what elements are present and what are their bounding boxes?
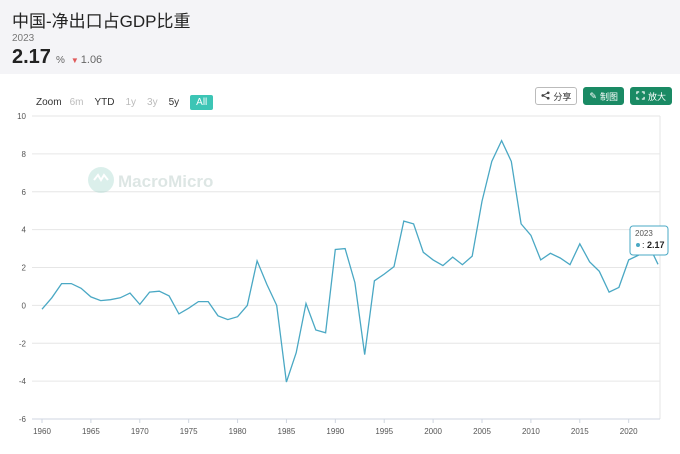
x-tick-label: 1970 <box>131 427 149 436</box>
x-tick-label: 2000 <box>424 427 442 436</box>
range-5y-button[interactable]: 5y <box>168 97 180 108</box>
x-tick-label: 2010 <box>522 427 540 436</box>
series-points <box>41 140 659 383</box>
y-tick-label: -2 <box>19 339 27 348</box>
watermark-text: MacroMicro <box>118 172 213 191</box>
y-tick-label: 6 <box>22 188 27 197</box>
y-tick-label: 10 <box>17 112 26 121</box>
range-ytd-button[interactable]: YTD <box>94 97 115 108</box>
range-6m-button[interactable]: 6m <box>69 97 84 108</box>
x-tick-label: 2015 <box>571 427 589 436</box>
zoom-bar: Zoom 6m YTD 1y 3y 5y All <box>36 95 214 110</box>
series-line <box>41 139 659 383</box>
x-tick-label: 1960 <box>33 427 51 436</box>
tooltip: 2023 : 2.17 <box>629 225 669 256</box>
zoom-label: Zoom <box>36 97 62 108</box>
y-axis: -6 -4 -2 0 2 4 6 8 10 <box>17 112 26 424</box>
page-title: 中国-净出口占GDP比重 <box>12 12 191 31</box>
x-tick-label: 2020 <box>620 427 638 436</box>
latest-value-row: 2.17 % ▼ 1.06 <box>12 46 102 69</box>
draw-chart-button[interactable]: ✎ 制图 <box>583 87 624 105</box>
enlarge-button[interactable]: 放大 <box>629 87 672 105</box>
share-icon <box>541 90 550 102</box>
share-label: 分享 <box>553 91 572 102</box>
tooltip-value: 2.17 <box>647 240 665 250</box>
range-1y-button[interactable]: 1y <box>125 97 137 108</box>
grid <box>32 115 661 420</box>
x-axis: 1960 1965 1970 1975 1980 1985 1990 1995 2000 2005… <box>32 418 660 436</box>
header: 中国-净出口占GDP比重 2023 2.17 % ▼ 1.06 <box>0 0 680 74</box>
draw-chart-label: 制图 <box>599 91 618 102</box>
y-tick-label: -6 <box>19 415 27 424</box>
latest-year: 2023 <box>12 33 35 44</box>
y-tick-label: 2 <box>22 264 27 273</box>
x-tick-label: 2005 <box>473 427 491 436</box>
down-arrow-icon: ▼ <box>70 56 79 65</box>
value-change: 1.06 <box>80 54 103 66</box>
x-tick-label: 1985 <box>278 427 296 436</box>
x-tick-label: 1990 <box>326 427 344 436</box>
latest-value: 2.17 <box>12 46 51 68</box>
tooltip-year: 2023 <box>635 229 653 238</box>
y-tick-label: -4 <box>19 377 27 386</box>
tooltip-marker <box>636 243 640 247</box>
watermark: MacroMicro <box>88 167 213 193</box>
chart-actions: 分享 ✎ 制图 放大 <box>529 87 672 105</box>
value-unit: % <box>55 55 65 66</box>
x-tick-label: 1980 <box>229 427 247 436</box>
x-tick-label: 1965 <box>82 427 100 436</box>
range-3y-button[interactable]: 3y <box>147 97 158 108</box>
range-all-button[interactable]: All <box>190 95 214 110</box>
expand-icon <box>636 90 645 102</box>
x-tick-label: 1995 <box>375 427 393 436</box>
x-tick-label: 1975 <box>180 427 198 436</box>
svg-text::: : <box>642 240 645 250</box>
y-tick-label: 0 <box>22 301 27 310</box>
pencil-icon: ✎ <box>589 90 597 101</box>
y-tick-label: 8 <box>22 150 27 159</box>
share-button[interactable]: 分享 <box>535 87 578 105</box>
enlarge-label: 放大 <box>647 91 666 102</box>
y-tick-label: 4 <box>22 226 27 235</box>
